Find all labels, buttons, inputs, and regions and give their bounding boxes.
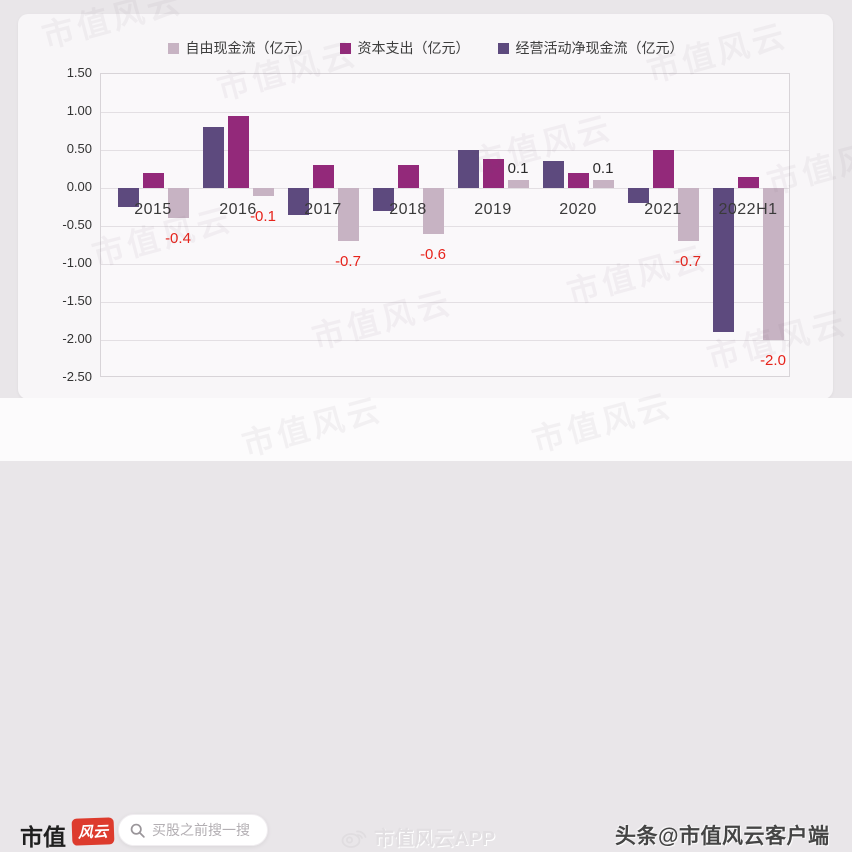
bar-capex-2018 [397,165,419,188]
x-axis-label: 2017 [304,201,342,218]
bar-free-cashflow-2015 [167,188,189,219]
gridline [101,111,789,113]
gridline [101,149,789,151]
x-axis-label: 2015 [134,201,172,218]
gridline [101,263,789,265]
x-axis-label: 2019 [474,201,512,218]
app-watermark: 市值风云APP [340,822,495,851]
bar-capex-2017 [312,165,334,188]
bar-free-cashflow-2017 [337,188,359,242]
bar-capex-2022H1 [737,176,759,188]
bar-value-label: -0.7 [675,253,701,271]
bar-operating-net-cashflow-2020 [542,161,564,188]
legend-label: 自由现金流（亿元） [185,40,312,56]
bar-operating-net-cashflow-2018 [372,188,394,211]
bar-capex-2019 [482,159,504,188]
y-axis-tick: -1.00 [62,255,92,270]
bar-capex-2020 [567,172,589,188]
bar-operating-net-cashflow-2015 [117,188,139,207]
bar-value-label: 0.1 [507,160,529,178]
bar-operating-net-cashflow-2016 [202,127,224,188]
gridline [101,225,789,227]
bar-capex-2016 [227,115,249,188]
bar-operating-net-cashflow-2019 [457,150,479,188]
bar-free-cashflow-2022H1 [762,188,784,340]
weibo-icon [341,830,367,848]
y-axis-tick: 1.50 [66,65,92,80]
legend-swatch-icon [167,42,179,54]
bar-capex-2015 [142,172,164,188]
bar-free-cashflow-2016 [252,188,274,196]
footer-bar: 市值 风云 买股之前搜一搜 市值风云APP 头条@市值风云客户端 [0,398,852,850]
x-axis-label: 2022H1 [718,201,778,218]
x-axis-label: 2016 [219,201,257,218]
plot-area: 2015 -0.4 2016 -0.1 2017 -0.7 2018 -0.6 2019 0.1 2… [100,73,790,377]
y-axis-tick: -0.50 [62,217,92,232]
legend-swatch-icon [339,42,351,54]
bar-operating-net-cashflow-2021 [627,188,649,204]
app-watermark-text: 市值风云APP [374,828,496,850]
bar-free-cashflow-2020 [592,180,614,188]
y-axis-tick: 0.00 [66,179,92,194]
legend-swatch-icon [497,42,509,54]
search-box[interactable]: 买股之前搜一搜 [118,814,268,846]
brand-name: 市值 [20,824,66,850]
bar-free-cashflow-2019 [507,180,529,188]
bar-value-label: -0.1 [250,207,276,225]
legend-label: 经营活动净现金流（亿元） [515,40,684,56]
y-axis-tick: 1.00 [66,103,92,118]
bar-value-label: -0.6 [420,245,446,263]
y-axis-tick: -2.50 [62,369,92,384]
search-placeholder: 买股之前搜一搜 [152,822,250,838]
bar-operating-net-cashflow-2017 [287,188,309,215]
bar-value-label: -0.7 [335,253,361,271]
gridline [101,187,789,189]
toutiao-credit: 头条@市值风云客户端 [615,825,830,848]
legend-item: 自由现金流（亿元） [167,38,312,58]
bar-free-cashflow-2021 [677,188,699,242]
bar-value-label: 0.1 [592,160,614,178]
legend-item: 资本支出（亿元） [339,38,470,58]
y-axis-tick: -1.50 [62,293,92,308]
gridline [101,339,789,341]
bar-operating-net-cashflow-2022H1 [712,188,734,333]
chart-card: 自由现金流（亿元） 资本支出（亿元） 经营活动净现金流（亿元） 2015 -0.4 20… [18,14,833,399]
bar-capex-2021 [652,150,674,188]
y-axis-tick: 0.50 [66,141,92,156]
search-icon [130,823,145,838]
legend-label: 资本支出（亿元） [357,40,470,56]
x-axis-label: 2020 [559,201,597,218]
brand-badge: 风云 [71,817,115,846]
bar-value-label: -2.0 [760,352,786,369]
x-axis-label: 2018 [389,201,427,218]
bar-value-label: -0.4 [165,230,191,248]
chart-legend: 自由现金流（亿元） 资本支出（亿元） 经营活动净现金流（亿元） [18,38,833,58]
x-axis-label: 2021 [644,201,682,218]
y-axis-tick: -2.00 [62,331,92,346]
gridline [101,301,789,303]
bar-free-cashflow-2018 [422,188,444,234]
legend-item: 经营活动净现金流（亿元） [497,38,684,58]
